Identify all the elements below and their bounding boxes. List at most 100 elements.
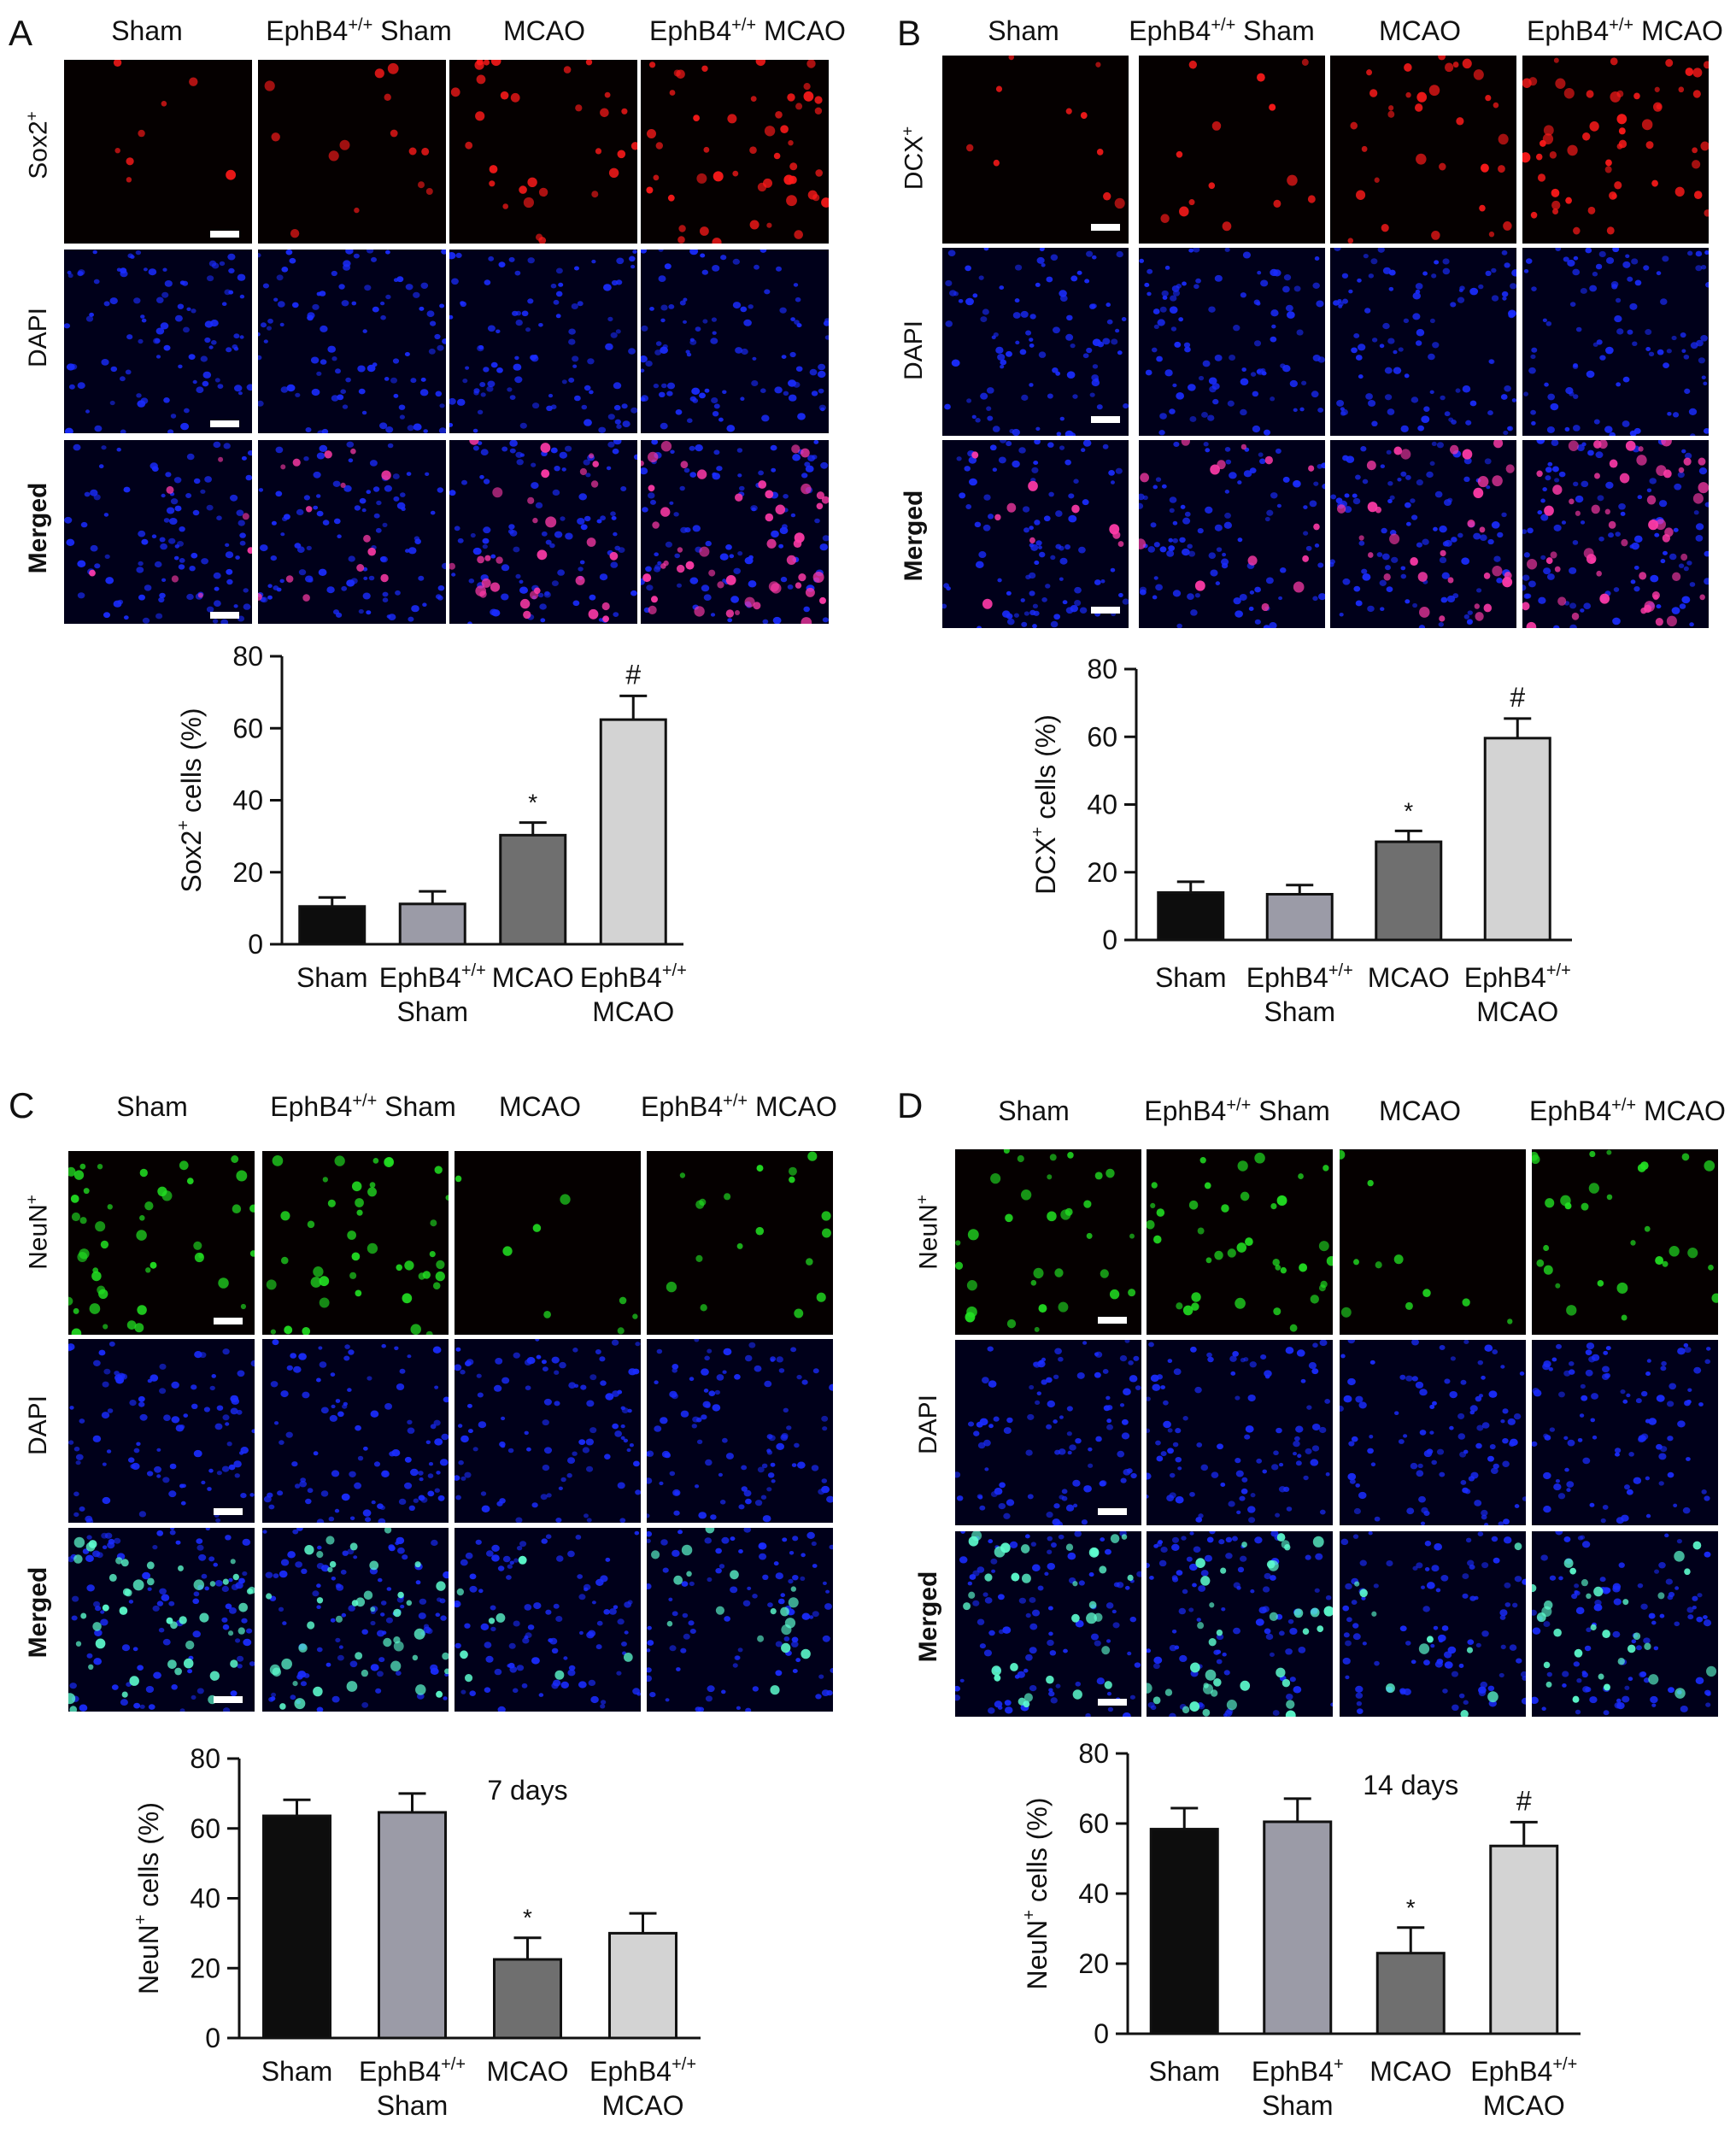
- category-label-main: EphB4: [1246, 962, 1328, 993]
- column-header-rest: Sham: [1235, 15, 1315, 46]
- column-header: MCAO: [503, 15, 585, 47]
- column-header-main: EphB4: [1144, 1095, 1227, 1126]
- micrograph-tile: [1340, 1340, 1526, 1525]
- category-label-sup: +/+: [1546, 961, 1571, 980]
- panel-letter: A: [9, 13, 33, 53]
- category-label: MCAO: [602, 2090, 684, 2121]
- column-header-main: EphB4: [649, 15, 732, 46]
- column-header-main: EphB4: [1529, 1095, 1612, 1126]
- category-label-sup: +/+: [672, 2055, 696, 2074]
- row-label-main: Merged: [900, 490, 928, 582]
- category-label: Sham: [1155, 962, 1227, 993]
- category-label: Sham: [377, 2090, 449, 2121]
- category-label-sup: +/+: [1552, 2055, 1577, 2074]
- micrograph-tile: [1340, 1531, 1526, 1717]
- bar: [1489, 1844, 1559, 2035]
- significance-marker: #: [1510, 682, 1525, 713]
- y-tick-label: 80: [1087, 654, 1117, 684]
- column-header-sup: +/+: [1609, 15, 1634, 35]
- row-label: Merged: [900, 490, 929, 582]
- scale-bar: [1098, 1508, 1127, 1515]
- y-tick-label: 60: [232, 713, 263, 743]
- row-label-main: DCX: [900, 135, 929, 191]
- category-label: MCAO: [1476, 996, 1558, 1027]
- micrograph-tile: [449, 440, 637, 624]
- scale-bar: [1098, 1317, 1127, 1324]
- significance-marker: *: [1404, 797, 1413, 824]
- category-label: Sham: [1262, 2090, 1334, 2121]
- micrograph-tile: [64, 60, 252, 244]
- category-label: MCAO: [492, 962, 574, 993]
- y-tick-label: 40: [232, 785, 263, 816]
- category-label: MCAO: [1369, 2056, 1452, 2087]
- micrograph-tile: [1330, 248, 1516, 436]
- column-header-main: MCAO: [503, 15, 585, 46]
- category-label-sup: +/+: [662, 961, 687, 980]
- y-tick-label: 0: [1102, 925, 1117, 955]
- micrograph-tile: [64, 250, 252, 433]
- category-label: EphB4+/+: [379, 961, 486, 993]
- scale-bar: [214, 1508, 243, 1515]
- column-header: EphB4+/+ Sham: [270, 1091, 455, 1123]
- column-header-rest: MCAO: [1636, 1095, 1726, 1126]
- y-tick-label: 40: [1087, 790, 1117, 820]
- row-label-main: DAPI: [24, 307, 52, 368]
- row-label: DAPI: [914, 1395, 943, 1454]
- micrograph-tile: [258, 60, 446, 244]
- y-axis-label-main: DCX: [1030, 837, 1061, 895]
- column-header-main: EphB4: [1129, 15, 1211, 46]
- micrograph-tile: [1532, 1340, 1718, 1525]
- column-header: Sham: [116, 1091, 188, 1123]
- column-header-main: EphB4: [1527, 15, 1610, 46]
- column-header-sup: +/+: [731, 15, 757, 35]
- y-axis-label-sup: +: [174, 820, 193, 831]
- category-label: EphB4+: [1252, 2055, 1344, 2087]
- column-header: MCAO: [1379, 15, 1461, 47]
- micrograph-tile: [1522, 248, 1709, 436]
- y-tick-label: 20: [232, 857, 263, 888]
- micrograph-tile: [262, 1151, 449, 1335]
- micrograph-tile: [262, 1528, 449, 1712]
- column-header-main: Sham: [111, 15, 183, 46]
- category-label-sup: +: [1334, 2055, 1344, 2074]
- micrograph-tile: [449, 250, 637, 433]
- y-axis-label-main: NeuN: [1022, 1920, 1053, 1990]
- scale-bar: [214, 1318, 243, 1324]
- column-header-rest: MCAO: [756, 15, 846, 46]
- column-header: MCAO: [1379, 1095, 1461, 1127]
- y-axis-label-rest: cells (%): [1030, 714, 1061, 827]
- row-label: DAPI: [900, 320, 929, 380]
- y-tick-label: 40: [190, 1883, 220, 1914]
- bar: [1157, 891, 1225, 942]
- chart-annotation: 14 days: [1363, 1770, 1458, 1800]
- row-label-sup: +: [23, 111, 42, 121]
- column-header: EphB4+/+ Sham: [266, 15, 451, 47]
- micrograph-tile: [955, 1340, 1141, 1525]
- y-axis-label: NeuN+ cells (%): [1020, 1797, 1053, 1989]
- column-header-rest: MCAO: [748, 1091, 837, 1122]
- column-header: EphB4+/+ Sham: [1129, 15, 1314, 47]
- y-axis-label-sup: +: [1029, 827, 1047, 837]
- row-label-sup: +: [913, 1195, 932, 1205]
- significance-marker: *: [528, 790, 537, 816]
- column-header-sup: +/+: [348, 15, 373, 35]
- micrograph-tile: [1532, 1149, 1718, 1335]
- category-label: Sham: [296, 962, 368, 993]
- category-label: MCAO: [592, 996, 674, 1027]
- significance-marker: *: [523, 1905, 532, 1931]
- category-label-main: EphB4: [589, 2056, 672, 2087]
- micrograph-tile: [955, 1149, 1141, 1335]
- micrograph-tile: [449, 60, 637, 244]
- column-header-rest: Sham: [1251, 1095, 1330, 1126]
- micrograph-tile: [647, 1339, 833, 1523]
- y-axis-label: Sox2+ cells (%): [174, 708, 207, 892]
- bar: [298, 905, 367, 946]
- category-label: EphB4+/+: [359, 2055, 466, 2087]
- row-label-main: Merged: [914, 1571, 942, 1663]
- row-label-main: Sox2: [24, 120, 53, 179]
- y-tick-label: 20: [1078, 1948, 1109, 1979]
- micrograph-tile: [641, 250, 829, 433]
- row-label: Merged: [24, 1567, 53, 1659]
- significance-marker: #: [625, 659, 641, 690]
- scale-bar: [1091, 607, 1120, 614]
